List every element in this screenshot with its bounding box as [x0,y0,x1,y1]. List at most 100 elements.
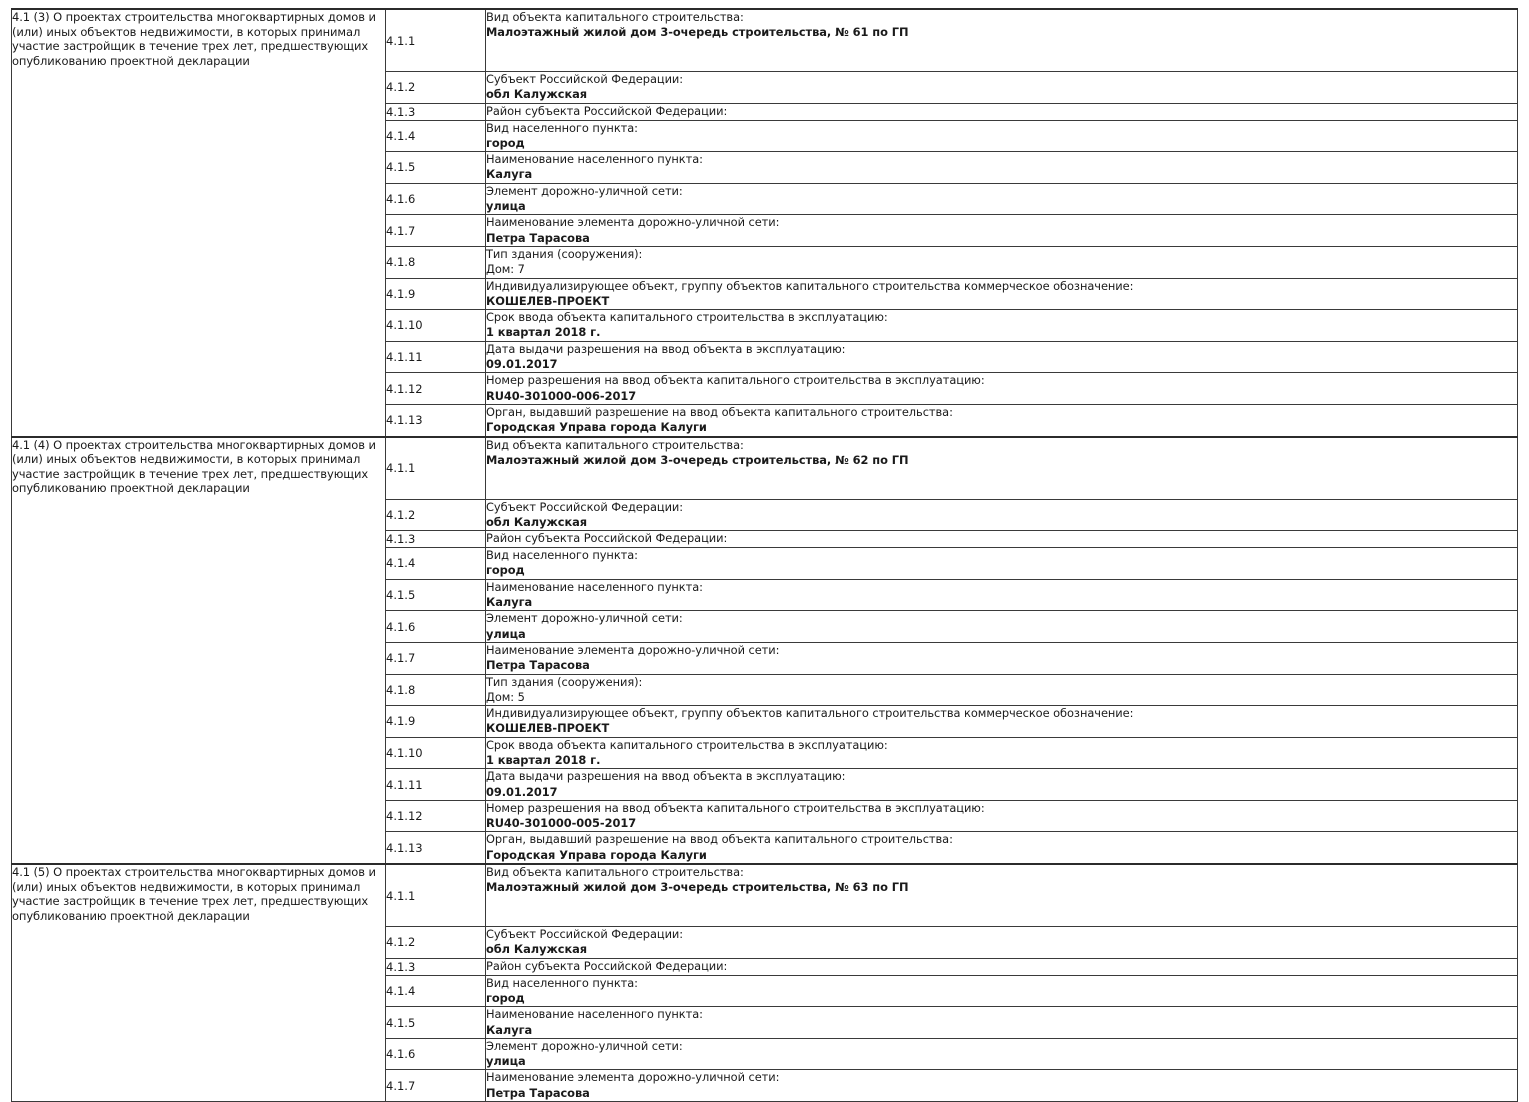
value-cell-4-1-6: Элемент дорожно-уличной сети: улица [485,1037,1518,1071]
code-label: 4.1.2 [386,80,416,95]
value-text: улица [486,1054,526,1069]
code-cell-4-1-12: 4.1.12 [385,799,486,833]
topic-line-1: 4.1 (5) О проектах строительства многокв… [12,865,376,880]
value-label: Номер разрешения на ввод объекта капитал… [486,800,985,815]
value-label: Дата выдачи разрешения на ввод объекта в… [486,769,846,784]
code-label: 4.1.6 [386,1047,416,1062]
code-cell-4-1-3: 4.1.3 [385,102,486,121]
value-text: Дом: 7 [486,262,525,277]
code-cell-4-1-10: 4.1.10 [385,309,486,342]
value-label: Вид населенного пункта: [486,548,638,563]
value-cell-4-1-4: Вид населенного пункта: город [485,547,1518,580]
table-row: 4.1.6 Элемент дорожно-уличной сети: улиц… [12,610,1518,643]
value-text: Малоэтажный жилой дом 3-очередь строител… [486,452,909,467]
table-row: 4.1.4 Вид населенного пункта: город [12,547,1518,580]
topic-cell-block-3: 4.1 (3) О проектах строительства многокв… [11,8,386,438]
value-text: город [486,135,525,150]
value-label: Тип здания (сооружения): [486,246,643,261]
value-text: Малоэтажный жилой дом 3-очередь строител… [486,880,909,895]
value-cell-4-1-3: Район субъекта Российской Федерации: [485,957,1518,976]
code-label: 4.1.2 [386,935,416,950]
value-cell-4-1-4: Вид населенного пункта: город [485,119,1518,153]
value-cell-4-1-8: Тип здания (сооружения): Дом: 7 [485,245,1518,279]
value-label: Район субъекта Российской Федерации: [486,958,728,973]
value-text: 1 квартал 2018 г. [486,752,601,767]
code-cell-4-1-2: 4.1.2 [385,498,486,532]
code-cell-4-1-7: 4.1.7 [385,1069,486,1102]
value-text: 09.01.2017 [486,784,558,799]
code-label: 4.1.10 [386,318,423,333]
value-text: Петра Тарасова [486,658,590,673]
code-cell-4-1-7: 4.1.7 [385,641,486,675]
value-label: Тип здания (сооружения): [486,674,643,689]
value-label: Вид населенного пункта: [486,975,638,990]
code-cell-4-1-1: 4.1.1 [385,435,486,500]
table-row: 4.1 (5) О проектах строительства многокв… [11,863,1518,1102]
value-text: обл Калужская [486,942,588,957]
code-cell-4-1-10: 4.1.10 [385,736,486,770]
table-row: 4.1.8 Тип здания (сооружения): Дом: 7 [12,245,1518,279]
code-label: 4.1.8 [386,255,416,270]
code-label: 4.1.9 [386,714,416,729]
value-label: Наименование населенного пункта: [486,152,703,167]
code-cell-4-1-11: 4.1.11 [385,768,486,801]
value-cell-4-1-2: Субъект Российской Федерации: обл Калужс… [485,926,1518,959]
topic-line-3: участие застройщик в течение трех лет, п… [12,39,369,54]
code-label: 4.1.3 [386,959,416,974]
topic-line-4: опубликованию проектной декларации [12,481,250,496]
code-cell-4-1-5: 4.1.5 [385,151,486,184]
value-text: Петра Тарасова [486,230,590,245]
code-label: 4.1.8 [386,682,416,697]
code-label: 4.1.4 [386,983,416,998]
value-cell-4-1-1: Вид объекта капитального строительства: … [485,863,1518,928]
value-text: 1 квартал 2018 г. [486,325,601,340]
value-text: Дом: 5 [486,689,525,704]
code-cell-4-1-6: 4.1.6 [385,610,486,643]
code-label: 4.1.7 [386,1078,416,1093]
table-row: 4.1.11 Дата выдачи разрешения на ввод об… [12,768,1518,801]
code-label: 4.1.13 [386,413,423,428]
table-row: 4.1.3 Район субъекта Российской Федераци… [12,530,1518,549]
value-cell-4-1-1: Вид объекта капитального строительства: … [485,8,1518,72]
value-cell-4-1-12: Номер разрешения на ввод объекта капитал… [485,372,1518,405]
value-text: Калуга [486,595,533,610]
code-cell-4-1-6: 4.1.6 [385,1037,486,1071]
table-row: 4.1.2 Субъект Российской Федерации: обл … [12,498,1518,532]
value-text: обл Калужская [486,87,588,102]
declaration-table-body: 4.1 (3) О проектах строительства многокв… [11,8,1518,1102]
topic-line-3: участие застройщик в течение трех лет, п… [12,466,369,481]
value-text: улица [486,199,526,214]
value-cell-4-1-7: Наименование элемента дорожно-уличной се… [485,1069,1518,1102]
code-label: 4.1.5 [386,588,416,603]
value-cell-4-1-12: Номер разрешения на ввод объекта капитал… [485,799,1518,833]
value-label: Субъект Российской Федерации: [486,499,684,514]
value-label: Район субъекта Российской Федерации: [486,531,728,546]
value-cell-4-1-4: Вид населенного пункта: город [485,974,1518,1008]
code-cell-4-1-8: 4.1.8 [385,245,486,279]
code-label: 4.1.4 [386,556,416,571]
code-label: 4.1.7 [386,223,416,238]
code-cell-4-1-4: 4.1.4 [385,547,486,580]
value-cell-4-1-8: Тип здания (сооружения): Дом: 5 [485,673,1518,707]
value-label: Срок ввода объекта капитального строител… [486,310,888,325]
value-label: Вид объекта капитального строительства: [486,10,744,24]
code-label: 4.1.7 [386,651,416,666]
table-row: 4.1.4 Вид населенного пункта: город [12,974,1518,1008]
value-cell-4-1-11: Дата выдачи разрешения на ввод объекта в… [485,768,1518,801]
value-label: Орган, выдавший разрешение на ввод объек… [486,832,953,847]
value-label: Элемент дорожно-уличной сети: [486,611,683,626]
value-cell-4-1-6: Элемент дорожно-уличной сети: улица [485,182,1518,216]
value-label: Вид объекта капитального строительства: [486,865,744,880]
value-cell-4-1-11: Дата выдачи разрешения на ввод объекта в… [485,340,1518,374]
table-row: 4.1.7 Наименование элемента дорожно-улич… [12,641,1518,675]
code-label: 4.1.1 [386,888,416,903]
table-row: 4.1.3 Район субъекта Российской Федераци… [12,957,1518,976]
value-cell-4-1-5: Наименование населенного пункта: Калуга [485,578,1518,612]
code-cell-4-1-6: 4.1.6 [385,182,486,216]
code-cell-4-1-5: 4.1.5 [385,578,486,612]
topic-line-1: 4.1 (4) О проектах строительства многокв… [12,437,376,452]
table-row: 4.1.6 Элемент дорожно-уличной сети: улиц… [12,182,1518,216]
code-cell-4-1-4: 4.1.4 [385,974,486,1008]
value-label: Район субъекта Российской Федерации: [486,103,728,118]
